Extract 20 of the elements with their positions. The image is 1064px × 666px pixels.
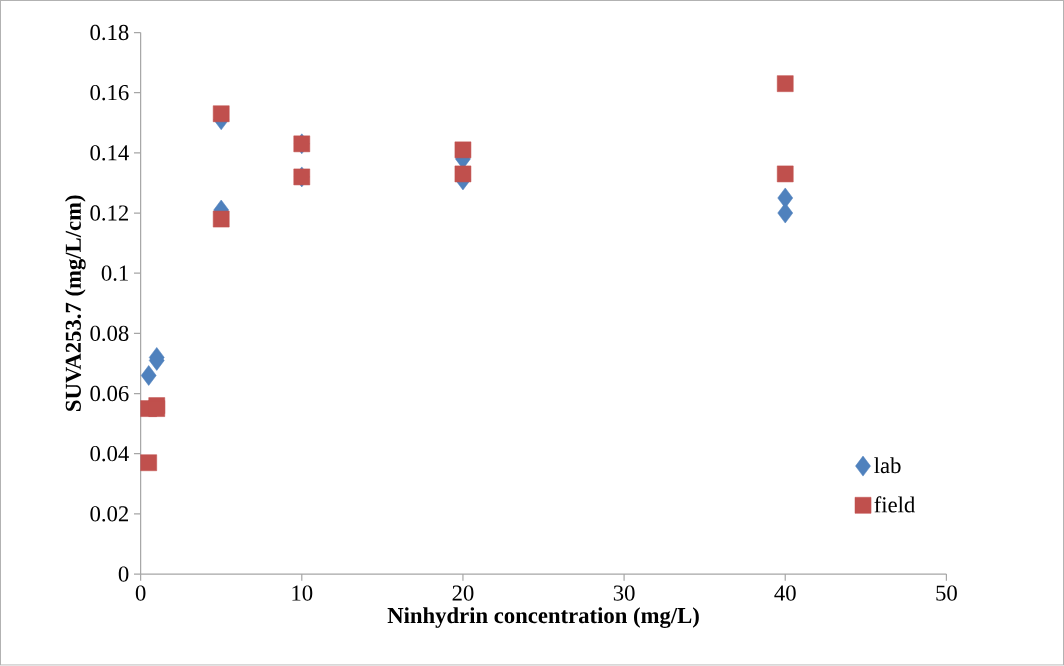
x-tick-label: 20	[452, 585, 474, 601]
y-axis-title: SUVA253.7 (mg/L/cm)	[64, 195, 86, 412]
x-tick-label: 30	[613, 585, 635, 601]
y-tick-label: 0.1	[101, 265, 128, 282]
y-tick-label: 0.16	[90, 85, 129, 101]
x-tick-label: 10	[292, 585, 313, 601]
y-tick-label: 0.06	[90, 386, 129, 402]
y-tick-label: 0.08	[90, 325, 129, 342]
y-tick-label: 0.12	[90, 205, 128, 221]
x-axis-title: Ninhydrin concentration (mg/L)	[387, 607, 699, 629]
y-tick-label: 0.02	[90, 506, 128, 522]
y-tick-label: 0	[118, 566, 129, 582]
y-tick-label: 0.18	[90, 25, 129, 41]
y-tick-label: 0.04	[90, 446, 129, 462]
x-tick-label: 0	[135, 585, 146, 601]
x-tick-label: 50	[936, 585, 957, 601]
x-tick-label: 40	[774, 585, 796, 601]
legend-label: lab	[874, 457, 901, 474]
legend-label: field	[874, 496, 916, 513]
y-tick-label: 0.14	[90, 145, 129, 161]
